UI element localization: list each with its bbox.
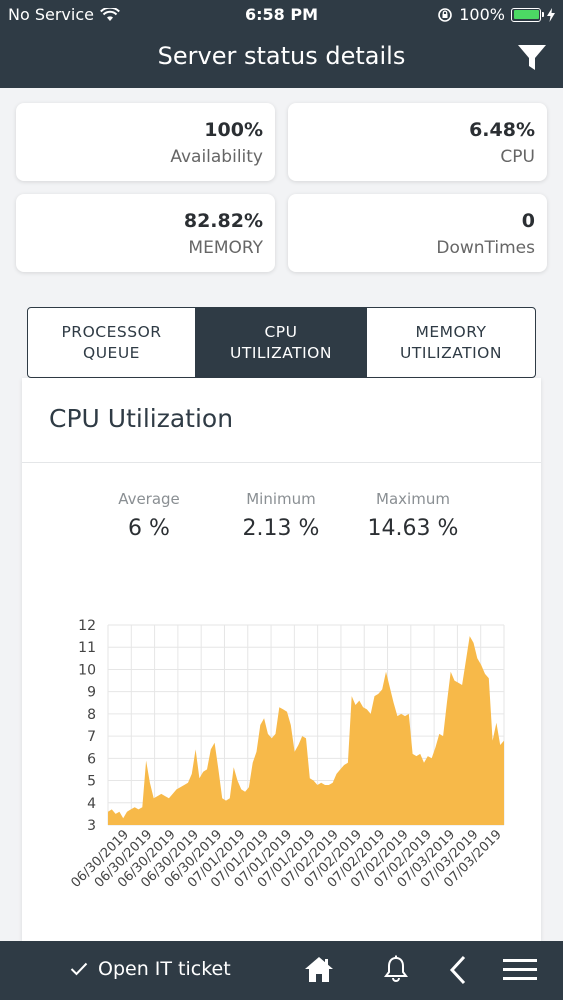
panel-title: CPU Utilization	[49, 404, 234, 433]
cpu-utilization-chart: 345678910111206/30/201906/30/201906/30/2…	[69, 618, 505, 891]
minimum-value: 2.13 %	[242, 516, 320, 541]
home-icon[interactable]	[304, 955, 334, 983]
memory-value: 82.82%	[183, 210, 263, 232]
tab-memory-utilization[interactable]: MEMORY UTILIZATION	[366, 308, 535, 377]
y-tick-label: 7	[87, 729, 96, 745]
downtimes-card: 0 DownTimes	[288, 194, 547, 272]
open-ticket-label: Open IT ticket	[98, 958, 231, 980]
checkmark-icon	[70, 962, 88, 976]
y-tick-label: 6	[87, 751, 96, 767]
metric-tabs: PROCESSOR QUEUE CPU UTILIZATION MEMORY UTIL…	[27, 307, 536, 378]
charging-icon	[547, 7, 555, 22]
tab-processor-queue[interactable]: PROCESSOR QUEUE	[28, 308, 195, 377]
memory-label: MEMORY	[188, 238, 263, 258]
bell-icon[interactable]	[384, 955, 408, 983]
tab-cpu-utilization[interactable]: CPU UTILIZATION	[195, 308, 366, 377]
availability-card: 100% Availability	[16, 103, 275, 181]
average-metric: Average 6 %	[89, 490, 209, 541]
cpu-utilization-panel: CPU Utilization Average 6 % Minimum 2.13…	[22, 378, 541, 941]
tab-processor-queue-line1: PROCESSOR	[61, 322, 162, 341]
y-tick-label: 11	[78, 640, 96, 656]
tab-cpu-utilization-line1: CPU	[264, 322, 298, 341]
y-tick-label: 9	[87, 685, 96, 701]
downtimes-label: DownTimes	[436, 238, 535, 258]
carrier-label: No Service	[8, 5, 94, 24]
downtimes-value: 0	[521, 210, 535, 232]
panel-divider	[22, 462, 541, 463]
tab-processor-queue-line2: QUEUE	[83, 343, 140, 362]
hamburger-menu-icon[interactable]	[503, 959, 537, 981]
cpu-label: CPU	[500, 147, 535, 167]
tab-memory-utilization-line2: UTILIZATION	[400, 343, 502, 362]
open-ticket-button[interactable]: Open IT ticket	[70, 958, 231, 980]
wifi-icon	[100, 7, 120, 21]
memory-card: 82.82% MEMORY	[16, 194, 275, 272]
back-chevron-icon[interactable]	[448, 955, 468, 985]
availability-value: 100%	[204, 119, 263, 141]
availability-label: Availability	[170, 147, 263, 167]
tab-cpu-utilization-line2: UTILIZATION	[230, 343, 332, 362]
y-tick-label: 10	[78, 662, 96, 678]
battery-icon	[511, 7, 544, 22]
filter-icon[interactable]	[517, 44, 547, 72]
page-title: Server status details	[157, 42, 406, 70]
y-tick-label: 12	[78, 618, 96, 634]
minimum-label: Minimum	[246, 490, 316, 508]
average-value: 6 %	[128, 516, 170, 541]
cpu-area-series	[108, 636, 504, 825]
cpu-card: 6.48% CPU	[288, 103, 547, 181]
status-bar: No Service 6:58 PM 100%	[0, 0, 563, 30]
bottom-toolbar: Open IT ticket	[0, 941, 563, 1000]
orientation-lock-icon	[438, 7, 453, 22]
minimum-metric: Minimum 2.13 %	[221, 490, 341, 541]
clock: 6:58 PM	[244, 5, 318, 24]
average-label: Average	[118, 490, 180, 508]
y-tick-label: 8	[87, 707, 96, 723]
maximum-value: 14.63 %	[367, 516, 459, 541]
cpu-value: 6.48%	[469, 119, 535, 141]
y-tick-label: 4	[87, 796, 96, 812]
y-tick-label: 3	[87, 818, 96, 834]
battery-percent: 100%	[459, 5, 505, 24]
maximum-label: Maximum	[376, 490, 450, 508]
tab-memory-utilization-line1: MEMORY	[415, 322, 487, 341]
maximum-metric: Maximum 14.63 %	[353, 490, 473, 541]
y-tick-label: 5	[87, 774, 96, 790]
nav-bar: Server status details	[0, 30, 563, 88]
